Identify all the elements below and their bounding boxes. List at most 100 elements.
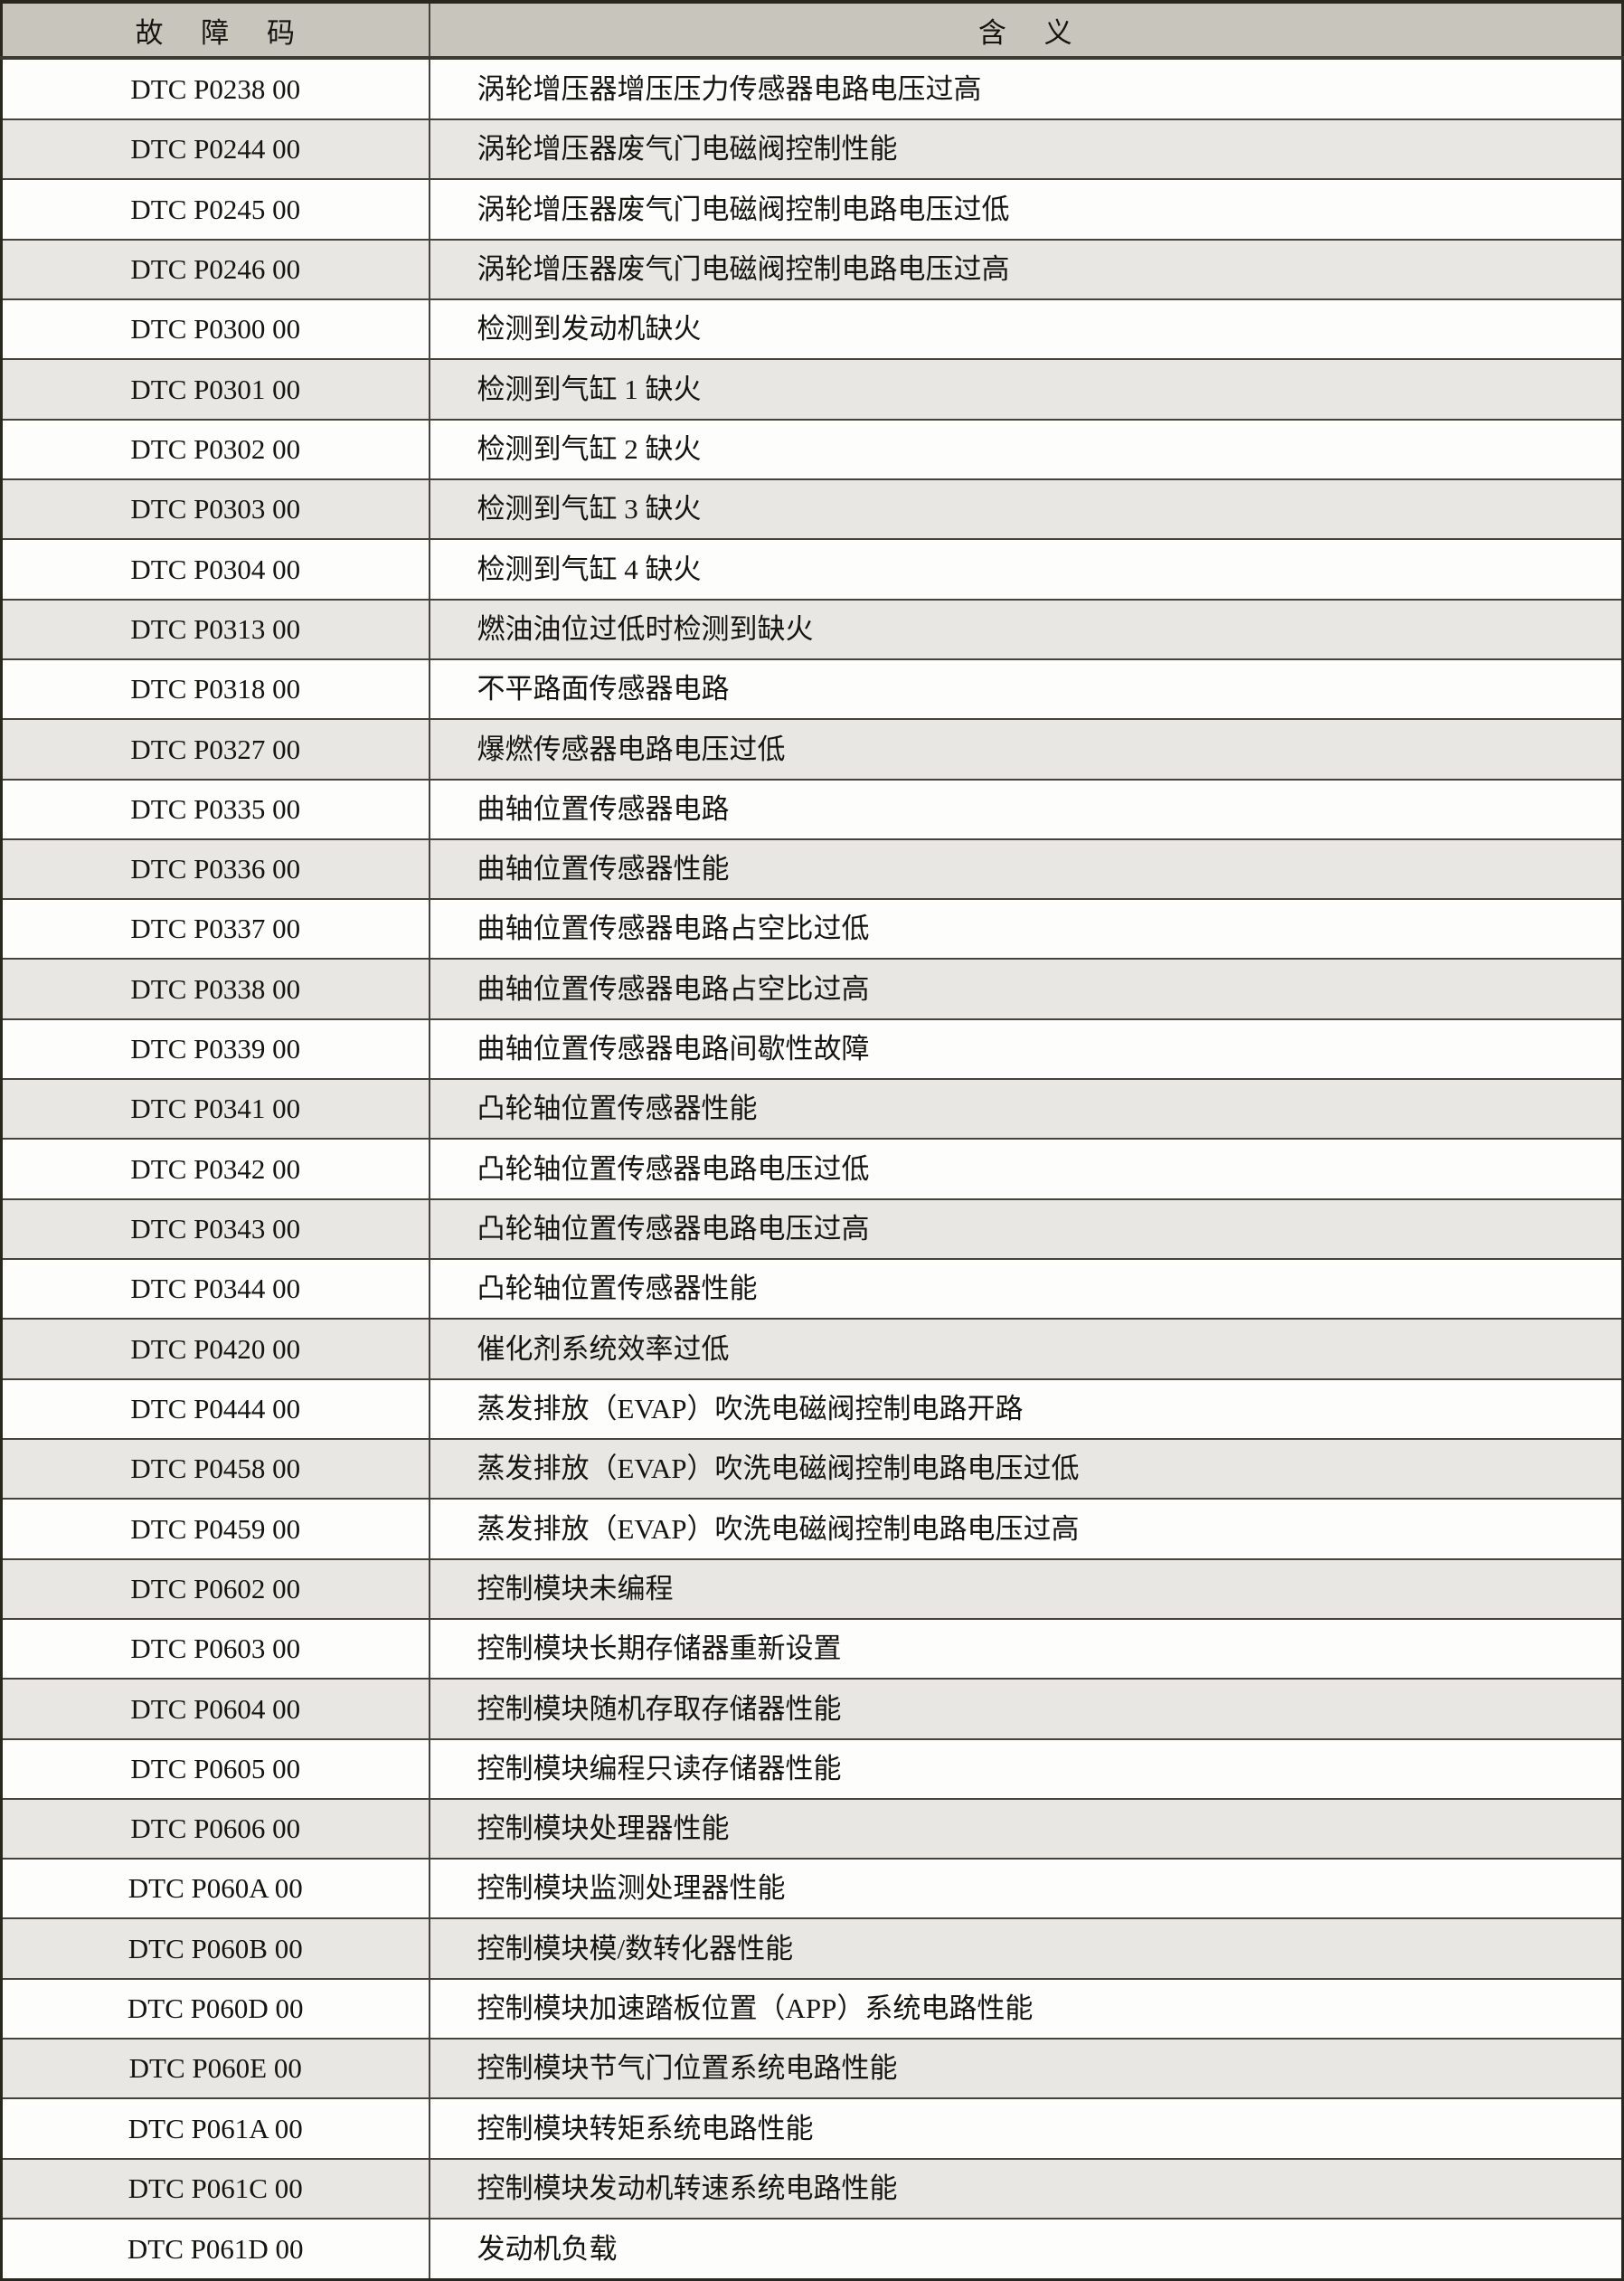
table-row: DTC P0459 00 蒸发排放（EVAP）吹洗电磁阀控制电路电压过高 bbox=[1, 1498, 1623, 1559]
fault-code-cell: DTC P0603 00 bbox=[1, 1617, 430, 1680]
fault-code-cell: DTC P0341 00 bbox=[1, 1078, 430, 1140]
table-row: DTC P0604 00 控制模块随机存取存储器性能 bbox=[1, 1678, 1623, 1739]
fault-code-cell: DTC P0337 00 bbox=[1, 898, 430, 960]
meaning-cell: 检测到发动机缺火 bbox=[429, 298, 1623, 360]
table-row: DTC P0313 00 燃油油位过低时检测到缺火 bbox=[1, 598, 1623, 659]
meaning-cell: 控制模块随机存取存储器性能 bbox=[429, 1678, 1623, 1739]
meaning-cell: 涡轮增压器增压压力传感器电路电压过高 bbox=[429, 56, 1623, 120]
table-row: DTC P0444 00 蒸发排放（EVAP）吹洗电磁阀控制电路开路 bbox=[1, 1377, 1623, 1439]
table-row: DTC P0337 00 曲轴位置传感器电路占空比过低 bbox=[1, 898, 1623, 960]
meaning-cell: 涡轮增压器废气门电磁阀控制电路电压过低 bbox=[429, 178, 1623, 240]
meaning-cell: 爆燃传感器电路电压过低 bbox=[429, 718, 1623, 780]
meaning-cell: 凸轮轴位置传感器性能 bbox=[429, 1258, 1623, 1320]
fault-code-cell: DTC P0300 00 bbox=[1, 298, 430, 360]
table-row: DTC P0603 00 控制模块长期存储器重新设置 bbox=[1, 1617, 1623, 1680]
fault-code-cell: DTC P060E 00 bbox=[1, 2038, 430, 2099]
fault-code-cell: DTC P0458 00 bbox=[1, 1437, 430, 1500]
meaning-cell: 凸轮轴位置传感器电路电压过高 bbox=[429, 1197, 1623, 1260]
table-row: DTC P0336 00 曲轴位置传感器性能 bbox=[1, 838, 1623, 900]
meaning-cell: 控制模块长期存储器重新设置 bbox=[429, 1617, 1623, 1680]
fault-code-cell: DTC P060D 00 bbox=[1, 1977, 430, 2040]
fault-code-cell: DTC P0339 00 bbox=[1, 1017, 430, 1080]
meaning-cell: 曲轴位置传感器电路间歇性故障 bbox=[429, 1017, 1623, 1080]
fault-code-cell: DTC P0304 00 bbox=[1, 538, 430, 600]
fault-code-cell: DTC P0301 00 bbox=[1, 358, 430, 420]
meaning-cell: 曲轴位置传感器电路占空比过高 bbox=[429, 958, 1623, 1019]
meaning-cell: 控制模块发动机转速系统电路性能 bbox=[429, 2157, 1623, 2219]
table-row: DTC P0341 00 凸轮轴位置传感器性能 bbox=[1, 1078, 1623, 1140]
table-row: DTC P060E 00 控制模块节气门位置系统电路性能 bbox=[1, 2038, 1623, 2099]
fault-code-cell: DTC P061A 00 bbox=[1, 2097, 430, 2159]
fault-code-cell: DTC P0302 00 bbox=[1, 418, 430, 479]
fault-code-cell: DTC P0606 00 bbox=[1, 1797, 430, 1860]
fault-code-cell: DTC P0238 00 bbox=[1, 56, 430, 120]
fault-code-cell: DTC P0335 00 bbox=[1, 778, 430, 839]
meaning-column-header: 含 义 bbox=[429, 2, 1623, 60]
meaning-cell: 控制模块处理器性能 bbox=[429, 1797, 1623, 1860]
meaning-cell: 发动机负载 bbox=[429, 2218, 1623, 2280]
table-row: DTC P0300 00 检测到发动机缺火 bbox=[1, 298, 1623, 360]
fault-code-cell: DTC P0303 00 bbox=[1, 478, 430, 540]
fault-code-cell: DTC P0420 00 bbox=[1, 1318, 430, 1379]
table-row: DTC P0335 00 曲轴位置传感器电路 bbox=[1, 778, 1623, 839]
table-row: DTC P060A 00 控制模块监测处理器性能 bbox=[1, 1858, 1623, 1919]
table-row: DTC P0602 00 控制模块未编程 bbox=[1, 1557, 1623, 1619]
table-row: DTC P0420 00 催化剂系统效率过低 bbox=[1, 1318, 1623, 1379]
table-row: DTC P0605 00 控制模块编程只读存储器性能 bbox=[1, 1737, 1623, 1799]
table-row: DTC P0339 00 曲轴位置传感器电路间歇性故障 bbox=[1, 1017, 1623, 1080]
meaning-cell: 涡轮增压器废气门电磁阀控制性能 bbox=[429, 118, 1623, 180]
meaning-cell: 控制模块模/数转化器性能 bbox=[429, 1917, 1623, 1979]
table-row: DTC P0246 00 涡轮增压器废气门电磁阀控制电路电压过高 bbox=[1, 238, 1623, 300]
fault-code-cell: DTC P0344 00 bbox=[1, 1258, 430, 1320]
table-row: DTC P060D 00 控制模块加速踏板位置（APP）系统电路性能 bbox=[1, 1977, 1623, 2040]
fault-code-cell: DTC P0336 00 bbox=[1, 838, 430, 900]
fault-code-cell: DTC P0604 00 bbox=[1, 1678, 430, 1739]
fault-code-cell: DTC P0605 00 bbox=[1, 1737, 430, 1799]
fault-code-cell: DTC P0327 00 bbox=[1, 718, 430, 780]
table-row: DTC P0327 00 爆燃传感器电路电压过低 bbox=[1, 718, 1623, 780]
fault-code-cell: DTC P0602 00 bbox=[1, 1557, 430, 1619]
meaning-cell: 控制模块编程只读存储器性能 bbox=[429, 1737, 1623, 1799]
meaning-cell: 涡轮增压器废气门电磁阀控制电路电压过高 bbox=[429, 238, 1623, 300]
meaning-cell: 蒸发排放（EVAP）吹洗电磁阀控制电路开路 bbox=[429, 1377, 1623, 1439]
fault-code-cell: DTC P0338 00 bbox=[1, 958, 430, 1019]
meaning-cell: 不平路面传感器电路 bbox=[429, 658, 1623, 720]
table-row: DTC P0304 00 检测到气缸 4 缺火 bbox=[1, 538, 1623, 600]
meaning-cell: 曲轴位置传感器电路 bbox=[429, 778, 1623, 839]
meaning-cell: 凸轮轴位置传感器电路电压过低 bbox=[429, 1138, 1623, 1199]
table-row: DTC P0343 00 凸轮轴位置传感器电路电压过高 bbox=[1, 1197, 1623, 1260]
table-row: DTC P060B 00 控制模块模/数转化器性能 bbox=[1, 1917, 1623, 1979]
meaning-cell: 曲轴位置传感器电路占空比过低 bbox=[429, 898, 1623, 960]
table-row: DTC P061C 00 控制模块发动机转速系统电路性能 bbox=[1, 2157, 1623, 2219]
table-body: DTC P0238 00 涡轮增压器增压压力传感器电路电压过高 DTC P024… bbox=[1, 56, 1623, 2280]
meaning-cell: 燃油油位过低时检测到缺火 bbox=[429, 598, 1623, 659]
meaning-cell: 催化剂系统效率过低 bbox=[429, 1318, 1623, 1379]
meaning-cell: 检测到气缸 1 缺火 bbox=[429, 358, 1623, 420]
table-row: DTC P061D 00 发动机负载 bbox=[1, 2218, 1623, 2280]
table-row: DTC P0344 00 凸轮轴位置传感器性能 bbox=[1, 1258, 1623, 1320]
meaning-cell: 蒸发排放（EVAP）吹洗电磁阀控制电路电压过高 bbox=[429, 1498, 1623, 1559]
meaning-cell: 检测到气缸 3 缺火 bbox=[429, 478, 1623, 540]
fault-code-cell: DTC P060A 00 bbox=[1, 1858, 430, 1919]
fault-code-cell: DTC P0246 00 bbox=[1, 238, 430, 300]
fault-code-cell: DTC P061D 00 bbox=[1, 2218, 430, 2280]
fault-code-cell: DTC P0244 00 bbox=[1, 118, 430, 180]
fault-code-cell: DTC P0342 00 bbox=[1, 1138, 430, 1199]
table-header-row: 故 障 码 含 义 bbox=[1, 2, 1623, 60]
fault-code-cell: DTC P0343 00 bbox=[1, 1197, 430, 1260]
table-row: DTC P0606 00 控制模块处理器性能 bbox=[1, 1797, 1623, 1860]
table-row: DTC P0238 00 涡轮增压器增压压力传感器电路电压过高 bbox=[1, 56, 1623, 120]
fault-code-cell: DTC P061C 00 bbox=[1, 2157, 430, 2219]
meaning-cell: 蒸发排放（EVAP）吹洗电磁阀控制电路电压过低 bbox=[429, 1437, 1623, 1500]
fault-code-cell: DTC P060B 00 bbox=[1, 1917, 430, 1979]
table-row: DTC P0244 00 涡轮增压器废气门电磁阀控制性能 bbox=[1, 118, 1623, 180]
fault-code-cell: DTC P0318 00 bbox=[1, 658, 430, 720]
fault-code-cell: DTC P0459 00 bbox=[1, 1498, 430, 1559]
table-row: DTC P0342 00 凸轮轴位置传感器电路电压过低 bbox=[1, 1138, 1623, 1199]
meaning-cell: 控制模块监测处理器性能 bbox=[429, 1858, 1623, 1919]
meaning-cell: 控制模块加速踏板位置（APP）系统电路性能 bbox=[429, 1977, 1623, 2040]
fault-code-cell: DTC P0313 00 bbox=[1, 598, 430, 659]
table-row: DTC P0318 00 不平路面传感器电路 bbox=[1, 658, 1623, 720]
